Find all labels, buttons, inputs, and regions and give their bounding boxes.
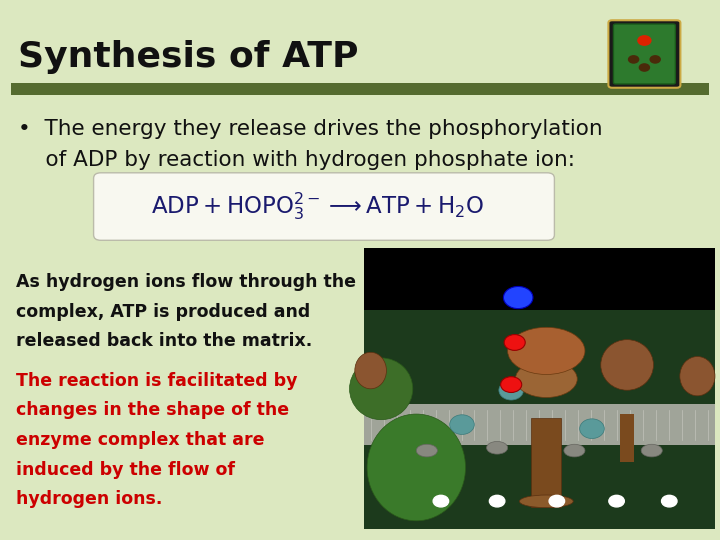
Ellipse shape (355, 352, 387, 389)
Text: Synthesis of ATP: Synthesis of ATP (18, 40, 359, 73)
Bar (364, 310, 715, 529)
Text: released back into the matrix.: released back into the matrix. (16, 332, 312, 350)
Ellipse shape (508, 327, 585, 374)
Circle shape (504, 335, 525, 350)
FancyBboxPatch shape (94, 173, 554, 240)
Ellipse shape (519, 495, 573, 508)
Ellipse shape (499, 380, 523, 400)
Text: changes in the shape of the: changes in the shape of the (16, 401, 289, 420)
Bar (11, 83, 709, 94)
FancyBboxPatch shape (613, 24, 675, 84)
Circle shape (609, 495, 624, 507)
Ellipse shape (487, 442, 508, 454)
Ellipse shape (349, 358, 413, 420)
Ellipse shape (516, 360, 577, 397)
Circle shape (662, 495, 677, 507)
Text: of ADP by reaction with hydrogen phosphate ion:: of ADP by reaction with hydrogen phospha… (18, 150, 575, 171)
Circle shape (628, 55, 639, 64)
Text: complex, ATP is produced and: complex, ATP is produced and (16, 302, 310, 321)
Ellipse shape (680, 356, 715, 396)
Text: induced by the flow of: induced by the flow of (16, 461, 235, 479)
Circle shape (639, 63, 650, 72)
Ellipse shape (450, 415, 474, 434)
Text: hydrogen ions.: hydrogen ions. (16, 490, 162, 509)
Bar (531, 418, 562, 507)
Ellipse shape (600, 340, 654, 390)
Circle shape (433, 495, 449, 507)
Circle shape (490, 495, 505, 507)
Ellipse shape (564, 444, 585, 457)
Bar (620, 414, 634, 462)
Ellipse shape (416, 444, 437, 457)
FancyBboxPatch shape (608, 20, 680, 87)
Text: As hydrogen ions flow through the: As hydrogen ions flow through the (16, 273, 356, 291)
Ellipse shape (367, 414, 466, 521)
Circle shape (500, 377, 522, 393)
Bar (364, 248, 715, 310)
Circle shape (549, 495, 564, 507)
Text: The reaction is facilitated by: The reaction is facilitated by (16, 372, 297, 390)
Circle shape (649, 55, 661, 64)
Text: enzyme complex that are: enzyme complex that are (16, 431, 264, 449)
Ellipse shape (580, 419, 604, 438)
Text: $\mathrm{ADP + HOPO_3^{2-} \longrightarrow ATP + H_2O}$: $\mathrm{ADP + HOPO_3^{2-} \longrightarr… (151, 191, 484, 222)
Ellipse shape (642, 444, 662, 457)
Circle shape (637, 35, 652, 46)
Text: •  The energy they release drives the phosphorylation: • The energy they release drives the pho… (18, 118, 603, 139)
Bar (364, 404, 715, 445)
Circle shape (503, 287, 533, 308)
